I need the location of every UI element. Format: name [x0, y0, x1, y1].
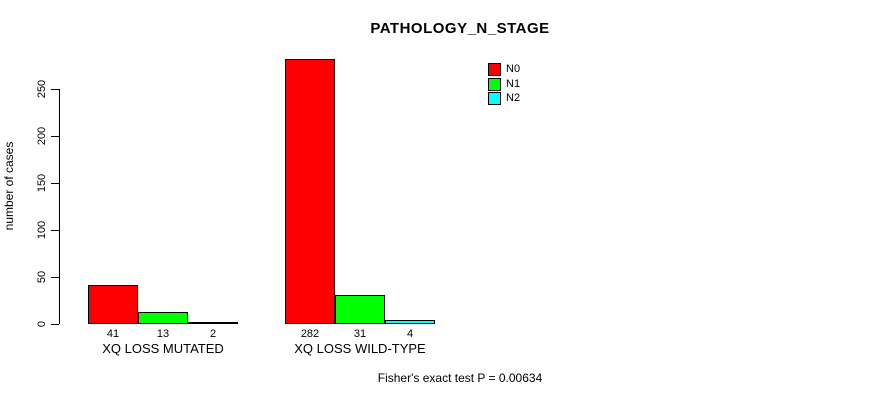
- legend-item-N2: N2: [488, 92, 520, 105]
- y-axis-tick: [51, 183, 59, 184]
- y-axis-tick: [51, 89, 59, 90]
- y-tick-label: 50: [36, 270, 48, 284]
- legend-swatch-N2: [488, 92, 501, 105]
- x-category-label: XQ LOSS MUTATED: [102, 341, 224, 356]
- bar-N0: [285, 58, 335, 324]
- y-tick-label: 100: [36, 220, 48, 240]
- bar-N0: [88, 285, 138, 324]
- bar-value-label: 4: [406, 328, 414, 340]
- y-axis-line: [59, 89, 60, 324]
- bar-N1: [138, 311, 188, 324]
- annotation-text: Fisher's exact test P = 0.00634: [377, 371, 543, 385]
- bar-N2: [188, 322, 238, 324]
- chart-title: PATHOLOGY_N_STAGE: [370, 20, 550, 37]
- y-axis-label: number of cases: [2, 141, 16, 231]
- x-category-label: XQ LOSS WILD-TYPE: [294, 341, 426, 356]
- legend-swatch-N1: [488, 77, 501, 91]
- bar-value-label: 31: [353, 328, 367, 340]
- legend-label: N0: [506, 63, 521, 75]
- y-axis-tick: [51, 277, 59, 278]
- y-tick-label: 0: [36, 320, 48, 328]
- legend-item-N1: N1: [488, 77, 521, 91]
- bar-N2: [385, 320, 435, 324]
- y-axis-tick: [51, 324, 59, 325]
- bar-value-label: 2: [209, 328, 217, 340]
- bar-value-label: 282: [300, 328, 320, 340]
- y-axis-tick: [51, 230, 59, 231]
- y-tick-label: 250: [36, 79, 48, 99]
- y-tick-label: 200: [36, 126, 48, 146]
- legend-label: N2: [506, 92, 521, 104]
- y-tick-label: 150: [36, 173, 48, 193]
- bar-N1: [335, 294, 385, 324]
- bar-value-label: 41: [106, 328, 120, 340]
- legend-label: N1: [506, 77, 521, 90]
- bar-value-label: 13: [156, 328, 170, 340]
- y-axis-tick: [51, 136, 59, 137]
- legend-item-N0: N0: [488, 63, 520, 76]
- legend-swatch-N0: [488, 63, 501, 76]
